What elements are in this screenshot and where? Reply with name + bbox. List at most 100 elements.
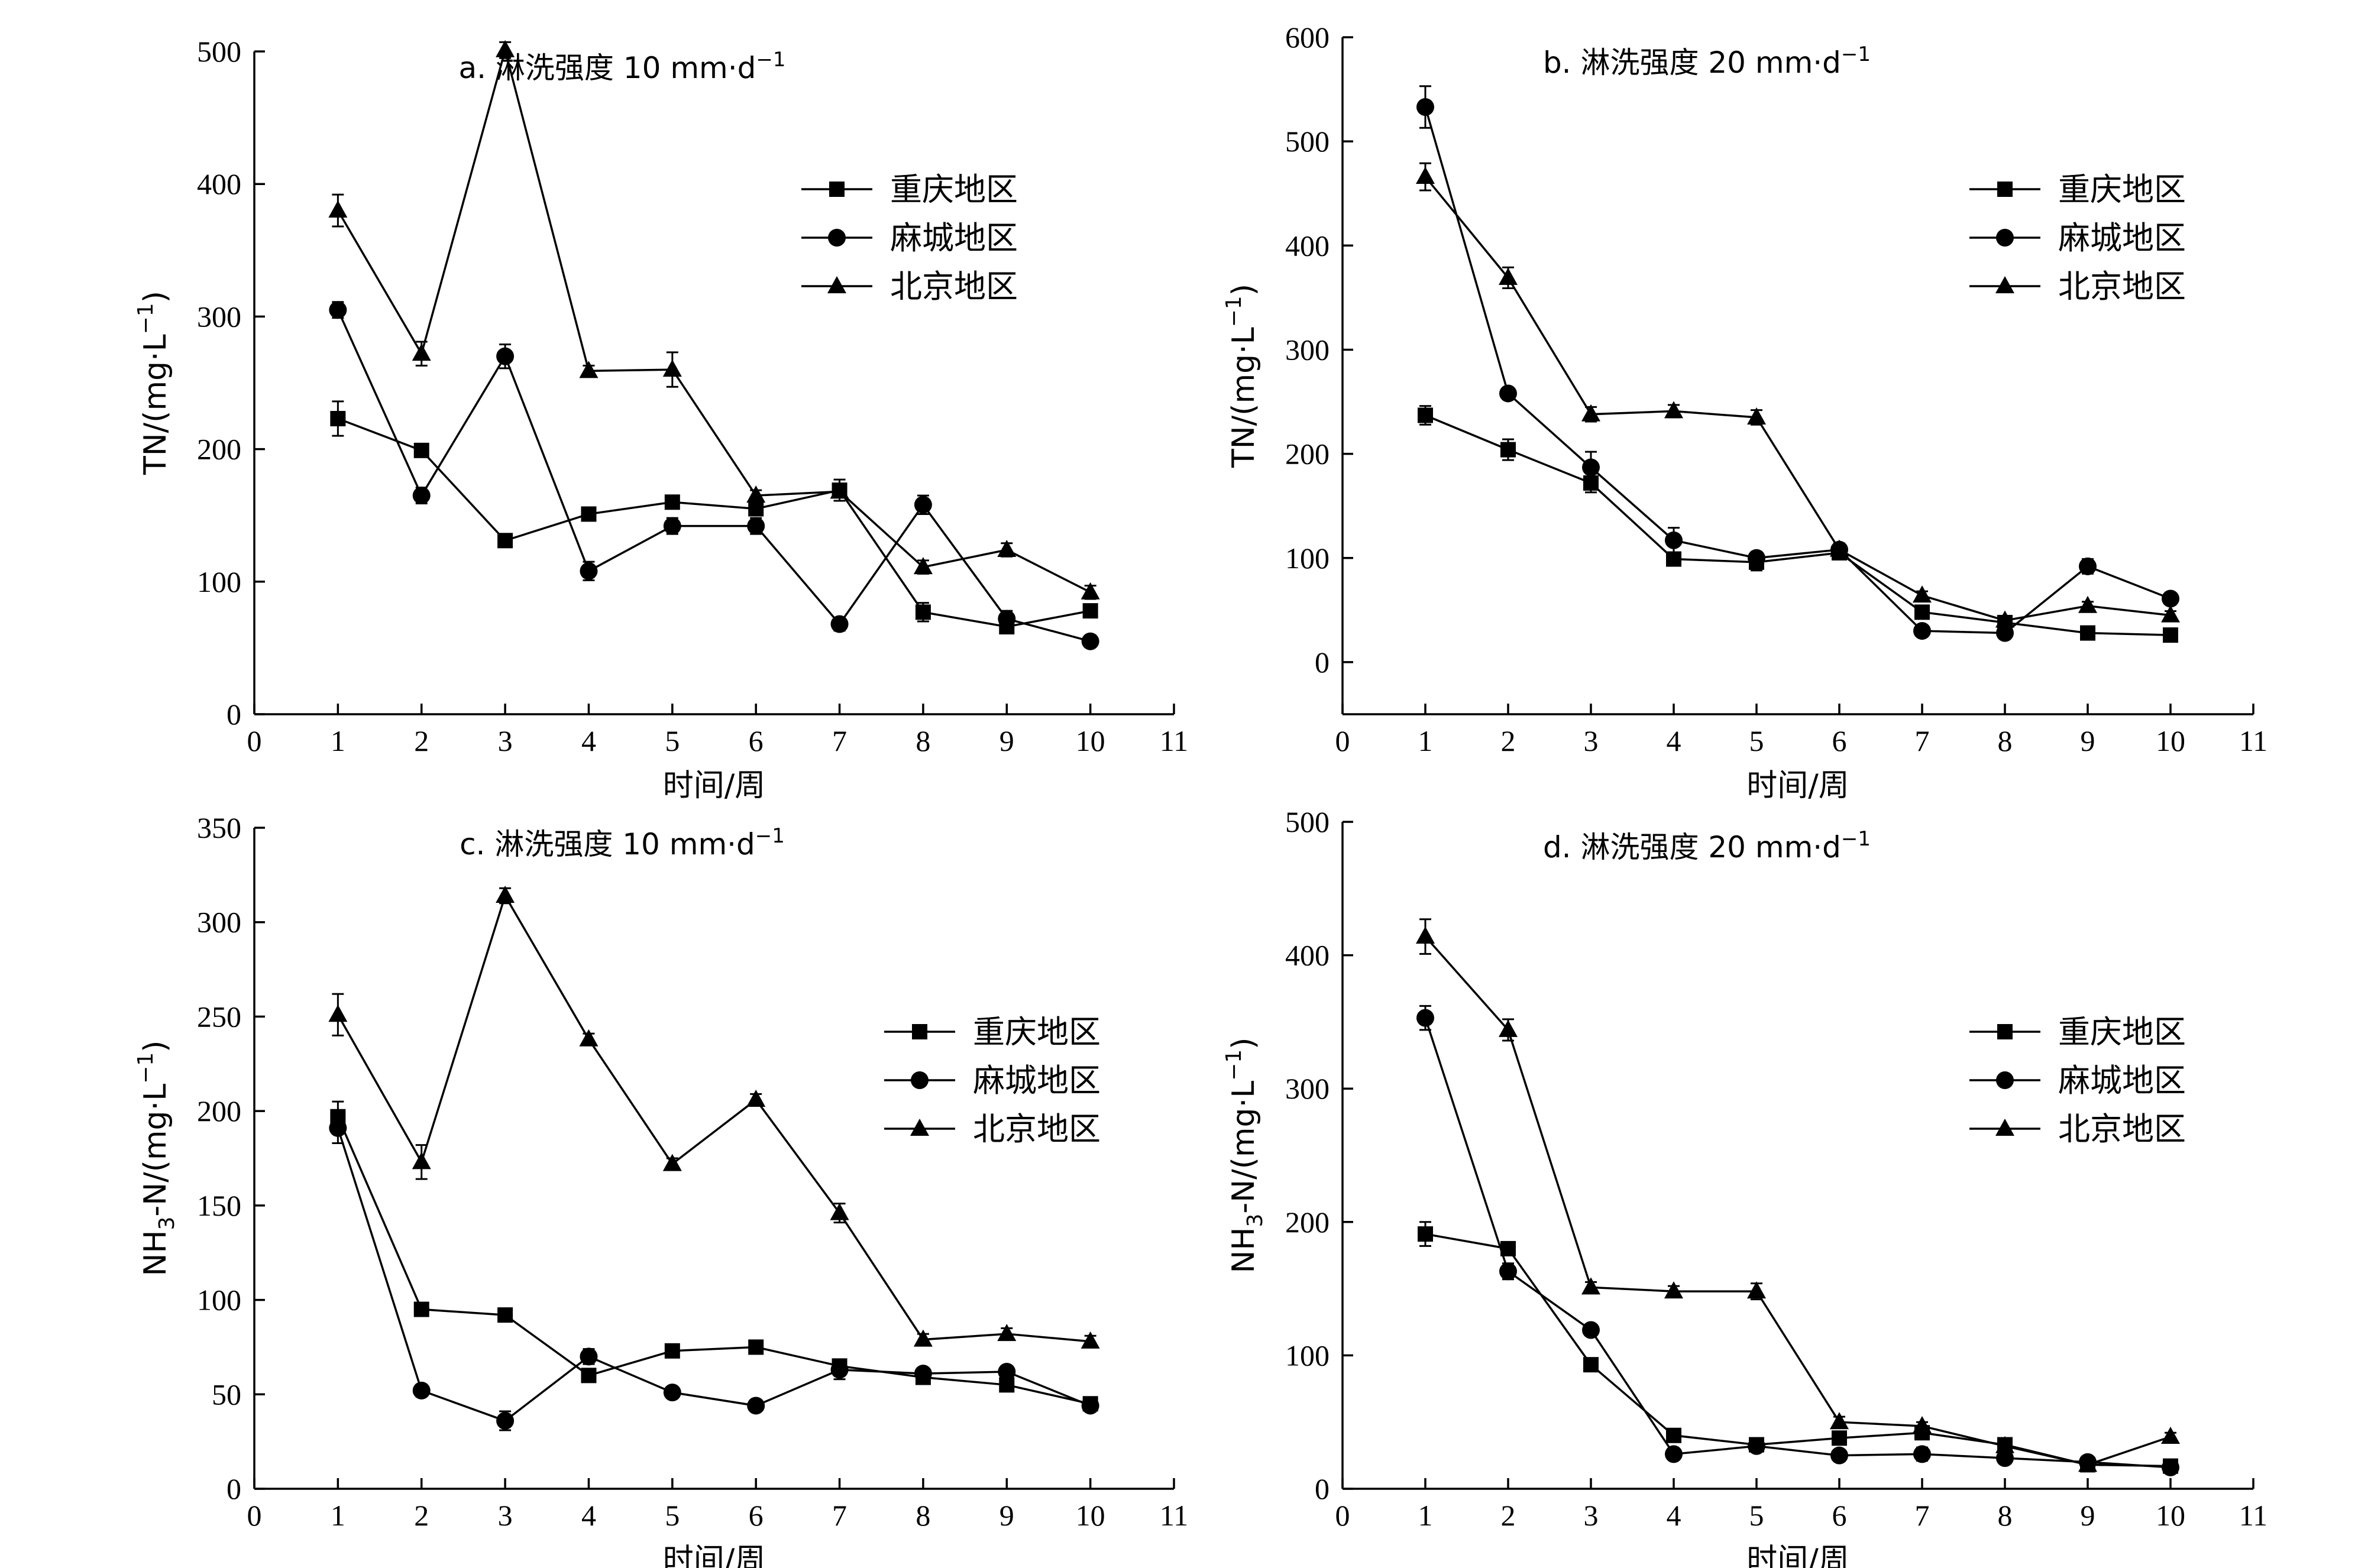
x-tick-label: 6 <box>1832 724 1847 757</box>
data-point <box>1830 1412 1849 1430</box>
legend-label: 重庆地区 <box>2058 171 2186 208</box>
legend-label: 重庆地区 <box>890 171 1018 208</box>
data-point <box>1913 622 1931 640</box>
series-line <box>337 1116 1091 1405</box>
y-tick-label: 250 <box>197 1000 241 1033</box>
y-axis-title: TN/(mg·L−1) <box>1222 284 1261 468</box>
y-tick-label: 350 <box>197 811 241 844</box>
data-point <box>330 411 346 427</box>
panel-title: d. 淋洗强度 20 mm·d−1 <box>1543 827 1871 864</box>
data-point <box>830 615 849 633</box>
x-tick-label: 3 <box>498 724 513 757</box>
data-point <box>662 1154 682 1171</box>
data-point <box>1748 549 1765 567</box>
x-tick-label: 7 <box>832 724 847 757</box>
series-square <box>330 400 1098 635</box>
x-tick-label: 10 <box>2156 1499 2185 1532</box>
y-tick-label: 300 <box>1285 1072 1330 1105</box>
y-tick-label: 300 <box>197 906 241 939</box>
data-point <box>1665 1445 1683 1463</box>
data-point <box>746 485 766 503</box>
x-tick-label: 6 <box>1832 1499 1847 1532</box>
y-tick-label: 100 <box>1285 542 1330 575</box>
legend-marker <box>827 276 846 293</box>
y-axis-title: NH3-N/(mg·L−1) <box>134 1041 179 1277</box>
data-point <box>2163 627 2178 643</box>
x-tick-label: 2 <box>414 724 429 757</box>
x-axis-title: 时间/周 <box>663 768 766 804</box>
data-point <box>746 1089 766 1107</box>
series-line <box>1424 176 2171 622</box>
x-tick-label: 4 <box>1667 724 1681 757</box>
x-tick-label: 1 <box>1418 1499 1433 1532</box>
x-tick-label: 0 <box>1335 1499 1350 1532</box>
data-point <box>913 557 933 575</box>
data-point <box>1499 267 1518 285</box>
data-point <box>496 347 515 365</box>
legend-label: 北京地区 <box>890 268 1018 305</box>
series-square <box>330 1100 1098 1412</box>
series-line <box>337 893 1091 1343</box>
x-tick-label: 5 <box>1749 724 1764 757</box>
y-tick-label: 100 <box>197 1284 241 1317</box>
legend-label: 重庆地区 <box>2058 1013 2186 1051</box>
data-point <box>496 885 515 903</box>
x-tick-label: 0 <box>247 724 262 757</box>
series-square <box>1418 405 2178 643</box>
data-point <box>663 517 681 535</box>
data-point <box>1913 585 1932 603</box>
series-line <box>337 46 1091 594</box>
data-point <box>830 1203 849 1220</box>
x-axis-title: 时间/周 <box>1746 1543 1849 1568</box>
data-point <box>1664 1281 1683 1299</box>
data-point <box>412 487 431 505</box>
x-tick-label: 0 <box>247 1499 262 1532</box>
data-point <box>664 494 680 510</box>
panel-title: b. 淋洗强度 20 mm·d−1 <box>1543 43 1871 80</box>
series-triangle <box>328 885 1100 1349</box>
data-point <box>2162 589 2179 608</box>
data-point <box>662 359 682 377</box>
data-point <box>747 1397 765 1415</box>
data-point <box>1081 1331 1100 1349</box>
y-tick-label: 300 <box>197 300 241 333</box>
data-point <box>1582 1321 1600 1339</box>
x-tick-label: 10 <box>1076 724 1105 757</box>
data-point <box>412 344 431 361</box>
data-point <box>2079 557 2097 575</box>
legend-label: 北京地区 <box>2058 1110 2186 1148</box>
data-point <box>1081 632 1099 650</box>
data-point <box>998 610 1016 628</box>
data-point <box>496 1412 515 1430</box>
data-point <box>1081 1397 1099 1415</box>
x-tick-label: 4 <box>581 724 596 757</box>
data-point <box>579 361 599 378</box>
data-point <box>1499 1262 1517 1281</box>
data-point <box>1747 1281 1766 1299</box>
x-tick-label: 8 <box>1998 1499 2013 1532</box>
data-point <box>830 1360 849 1379</box>
data-point <box>1499 384 1517 403</box>
y-tick-label: 0 <box>1315 646 1330 679</box>
legend-label: 北京地区 <box>2058 268 2186 305</box>
data-point <box>1913 1415 1932 1433</box>
legend-marker <box>829 182 845 197</box>
data-point <box>664 1343 680 1359</box>
x-tick-label: 6 <box>749 724 764 757</box>
x-tick-label: 7 <box>1915 1499 1930 1532</box>
y-tick-label: 50 <box>212 1378 241 1411</box>
data-point <box>1416 1009 1434 1027</box>
data-point <box>580 1347 598 1366</box>
y-tick-label: 200 <box>197 1094 241 1128</box>
x-tick-label: 9 <box>2081 1499 2095 1532</box>
data-point <box>2078 595 2097 613</box>
x-tick-label: 2 <box>414 1499 429 1532</box>
legend-marker <box>912 1024 927 1039</box>
series-line <box>1424 1018 2171 1469</box>
series-line <box>337 1128 1091 1422</box>
legend-marker <box>1997 182 2013 197</box>
series-line <box>337 309 1091 643</box>
x-tick-label: 11 <box>1160 1499 1188 1532</box>
y-axis-title: TN/(mg·L−1) <box>134 291 173 475</box>
series-line <box>1424 106 2171 634</box>
